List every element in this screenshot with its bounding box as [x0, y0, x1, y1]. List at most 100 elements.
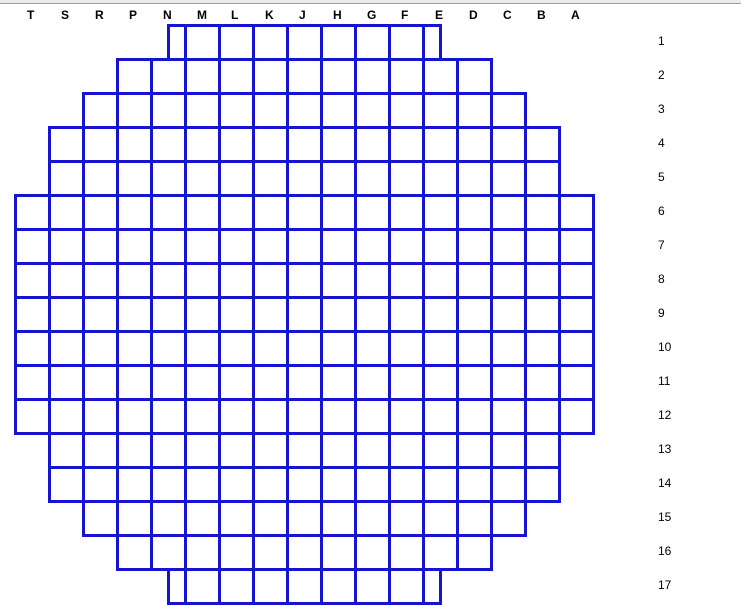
row-label: 3: [658, 102, 665, 116]
grid-cell: [524, 364, 561, 401]
grid-cell: [252, 466, 289, 503]
grid-cell: [184, 500, 221, 537]
grid-cell: [14, 330, 51, 367]
grid-cell: [422, 364, 459, 401]
grid-cell: [558, 364, 595, 401]
grid-cell: [286, 228, 323, 265]
grid-cell: [490, 262, 527, 299]
grid-cell: [286, 466, 323, 503]
grid-cell: [82, 466, 119, 503]
grid-cell: [14, 194, 51, 231]
grid-cell: [320, 58, 357, 95]
grid-cell: [116, 92, 153, 129]
grid-cell: [116, 466, 153, 503]
grid-cell: [82, 500, 119, 537]
row-label: 6: [658, 204, 665, 218]
grid-cell: [456, 364, 493, 401]
grid-cell: [82, 126, 119, 163]
grid-cell: [320, 364, 357, 401]
grid-cell: [150, 364, 187, 401]
grid-cell: [82, 262, 119, 299]
grid-cell: [184, 262, 221, 299]
grid-cell: [558, 330, 595, 367]
grid-cell: [116, 364, 153, 401]
grid-cell: [14, 262, 51, 299]
column-label: D: [469, 8, 478, 22]
grid-cell: [354, 466, 391, 503]
grid-cell: [116, 160, 153, 197]
column-label: F: [401, 8, 408, 22]
grid-cell: [354, 364, 391, 401]
grid-cell: [252, 160, 289, 197]
grid-cell: [150, 58, 187, 95]
grid-cell: [456, 432, 493, 469]
grid-cell: [82, 432, 119, 469]
grid-cell: [524, 398, 561, 435]
grid-cell: [422, 330, 459, 367]
grid-cell: [524, 466, 561, 503]
grid-cell: [252, 398, 289, 435]
grid-cell: [456, 228, 493, 265]
grid-cell: [82, 398, 119, 435]
grid-cell: [150, 92, 187, 129]
grid-cell: [184, 92, 221, 129]
grid-cell: [524, 228, 561, 265]
grid-cell: [286, 262, 323, 299]
grid-cell: [184, 58, 221, 95]
grid-cell: [82, 330, 119, 367]
grid-cell: [422, 194, 459, 231]
grid-cell: [388, 262, 425, 299]
grid-cell: [252, 262, 289, 299]
grid-cell: [456, 58, 493, 95]
grid-cell: [252, 500, 289, 537]
row-label: 16: [658, 544, 671, 558]
grid-cell: [524, 126, 561, 163]
row-label: 7: [658, 238, 665, 252]
grid-cell: [184, 296, 221, 333]
grid-cell: [490, 364, 527, 401]
grid-cell: [116, 58, 153, 95]
grid-cell: [490, 194, 527, 231]
row-label: 14: [658, 476, 671, 490]
grid-cell: [456, 262, 493, 299]
grid-cell: [286, 432, 323, 469]
column-label: N: [163, 8, 172, 22]
grid-cell: [388, 58, 425, 95]
grid-cell: [388, 296, 425, 333]
grid-cell: [422, 92, 459, 129]
grid-cell: [320, 568, 357, 605]
grid-cell: [48, 262, 85, 299]
column-label: L: [231, 8, 238, 22]
grid-cell: [456, 330, 493, 367]
grid-cell: [286, 364, 323, 401]
grid-cell: [354, 262, 391, 299]
grid-cell: [252, 126, 289, 163]
grid-cell: [286, 296, 323, 333]
grid-cell: [422, 160, 459, 197]
grid-cell: [524, 296, 561, 333]
grid-cell: [524, 432, 561, 469]
window-chrome-top: [0, 0, 741, 6]
grid-cell: [218, 160, 255, 197]
grid-cell: [116, 432, 153, 469]
grid-cell: [150, 432, 187, 469]
grid-cell: [320, 24, 357, 61]
grid-cell: [388, 500, 425, 537]
grid-cell: [184, 534, 221, 571]
grid-cell: [422, 432, 459, 469]
grid-cell: [150, 500, 187, 537]
grid-cell: [490, 330, 527, 367]
grid-cell: [184, 398, 221, 435]
column-label: G: [367, 8, 376, 22]
grid-cell: [490, 92, 527, 129]
grid-cell: [456, 500, 493, 537]
grid-cell: [524, 160, 561, 197]
grid-cell: [456, 296, 493, 333]
grid-cell: [218, 228, 255, 265]
grid-cell: [286, 92, 323, 129]
grid-cell: [286, 58, 323, 95]
grid-cell: [116, 398, 153, 435]
grid-cell: [48, 364, 85, 401]
column-label: B: [537, 8, 546, 22]
grid-cell: [320, 126, 357, 163]
